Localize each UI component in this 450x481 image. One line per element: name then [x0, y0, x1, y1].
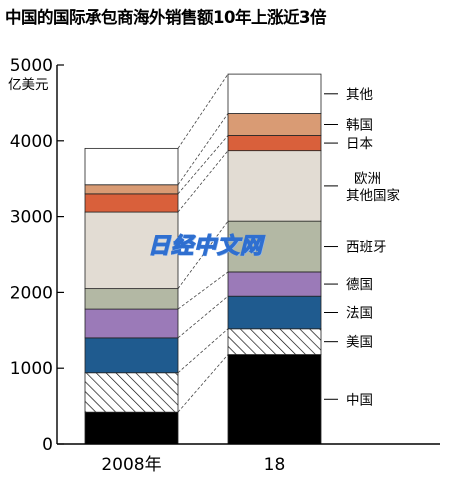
- bar-segment: [84, 337, 179, 374]
- legend-label: 日本: [346, 136, 373, 152]
- connector-line: [177, 354, 229, 413]
- bar-segment: [84, 211, 179, 290]
- connector-line: [177, 73, 229, 149]
- bar-segment: [227, 220, 322, 273]
- legend-label: 西班牙: [346, 240, 387, 256]
- y-tick-label: 3000: [10, 208, 53, 228]
- y-tick-label: 5000: [10, 56, 53, 76]
- bar-segment: [84, 372, 179, 413]
- connector-line: [177, 135, 229, 195]
- bar-segment: [84, 193, 179, 213]
- bar-segment: [227, 354, 322, 445]
- connector-line: [177, 295, 229, 339]
- legend-label: 其他: [346, 87, 373, 103]
- legend-label: 德国: [346, 277, 373, 293]
- y-tick-label: 1000: [10, 359, 53, 379]
- legend-label: 法国: [346, 305, 373, 321]
- connector-line: [177, 150, 229, 213]
- bar-segment: [227, 113, 322, 136]
- bar-segment: [227, 135, 322, 152]
- bar-segment: [84, 411, 179, 445]
- legend-label: 韩国: [346, 118, 373, 134]
- chart-title: 中国的国际承包商海外销售额10年上涨近3倍: [5, 8, 326, 27]
- y-tick-label: 0: [42, 435, 53, 455]
- bar-segment: [227, 328, 322, 355]
- connector-line: [177, 271, 229, 310]
- connector-line: [177, 328, 229, 374]
- y-tick-label: 4000: [10, 132, 53, 152]
- bar-segment: [84, 308, 179, 339]
- connector-line: [177, 113, 229, 185]
- legend-label: 中国: [346, 392, 373, 408]
- bar-segment: [84, 184, 179, 195]
- bar-segment: [227, 150, 322, 222]
- bar-segment: [84, 147, 179, 186]
- connector-line: [177, 220, 229, 289]
- bar-segment: [227, 73, 322, 114]
- y-axis-label: 亿美元: [8, 77, 49, 93]
- bar-segment: [227, 295, 322, 330]
- x-tick-label: 18: [264, 455, 286, 475]
- bar-segment: [84, 288, 179, 310]
- bar-segment: [227, 271, 322, 297]
- y-tick-label: 2000: [10, 283, 53, 303]
- legend-label: 美国: [346, 335, 373, 351]
- watermark-logo: 日经中文网: [147, 233, 264, 259]
- x-tick-label: 2008年: [101, 455, 161, 475]
- legend-label: 欧洲其他国家: [346, 171, 400, 204]
